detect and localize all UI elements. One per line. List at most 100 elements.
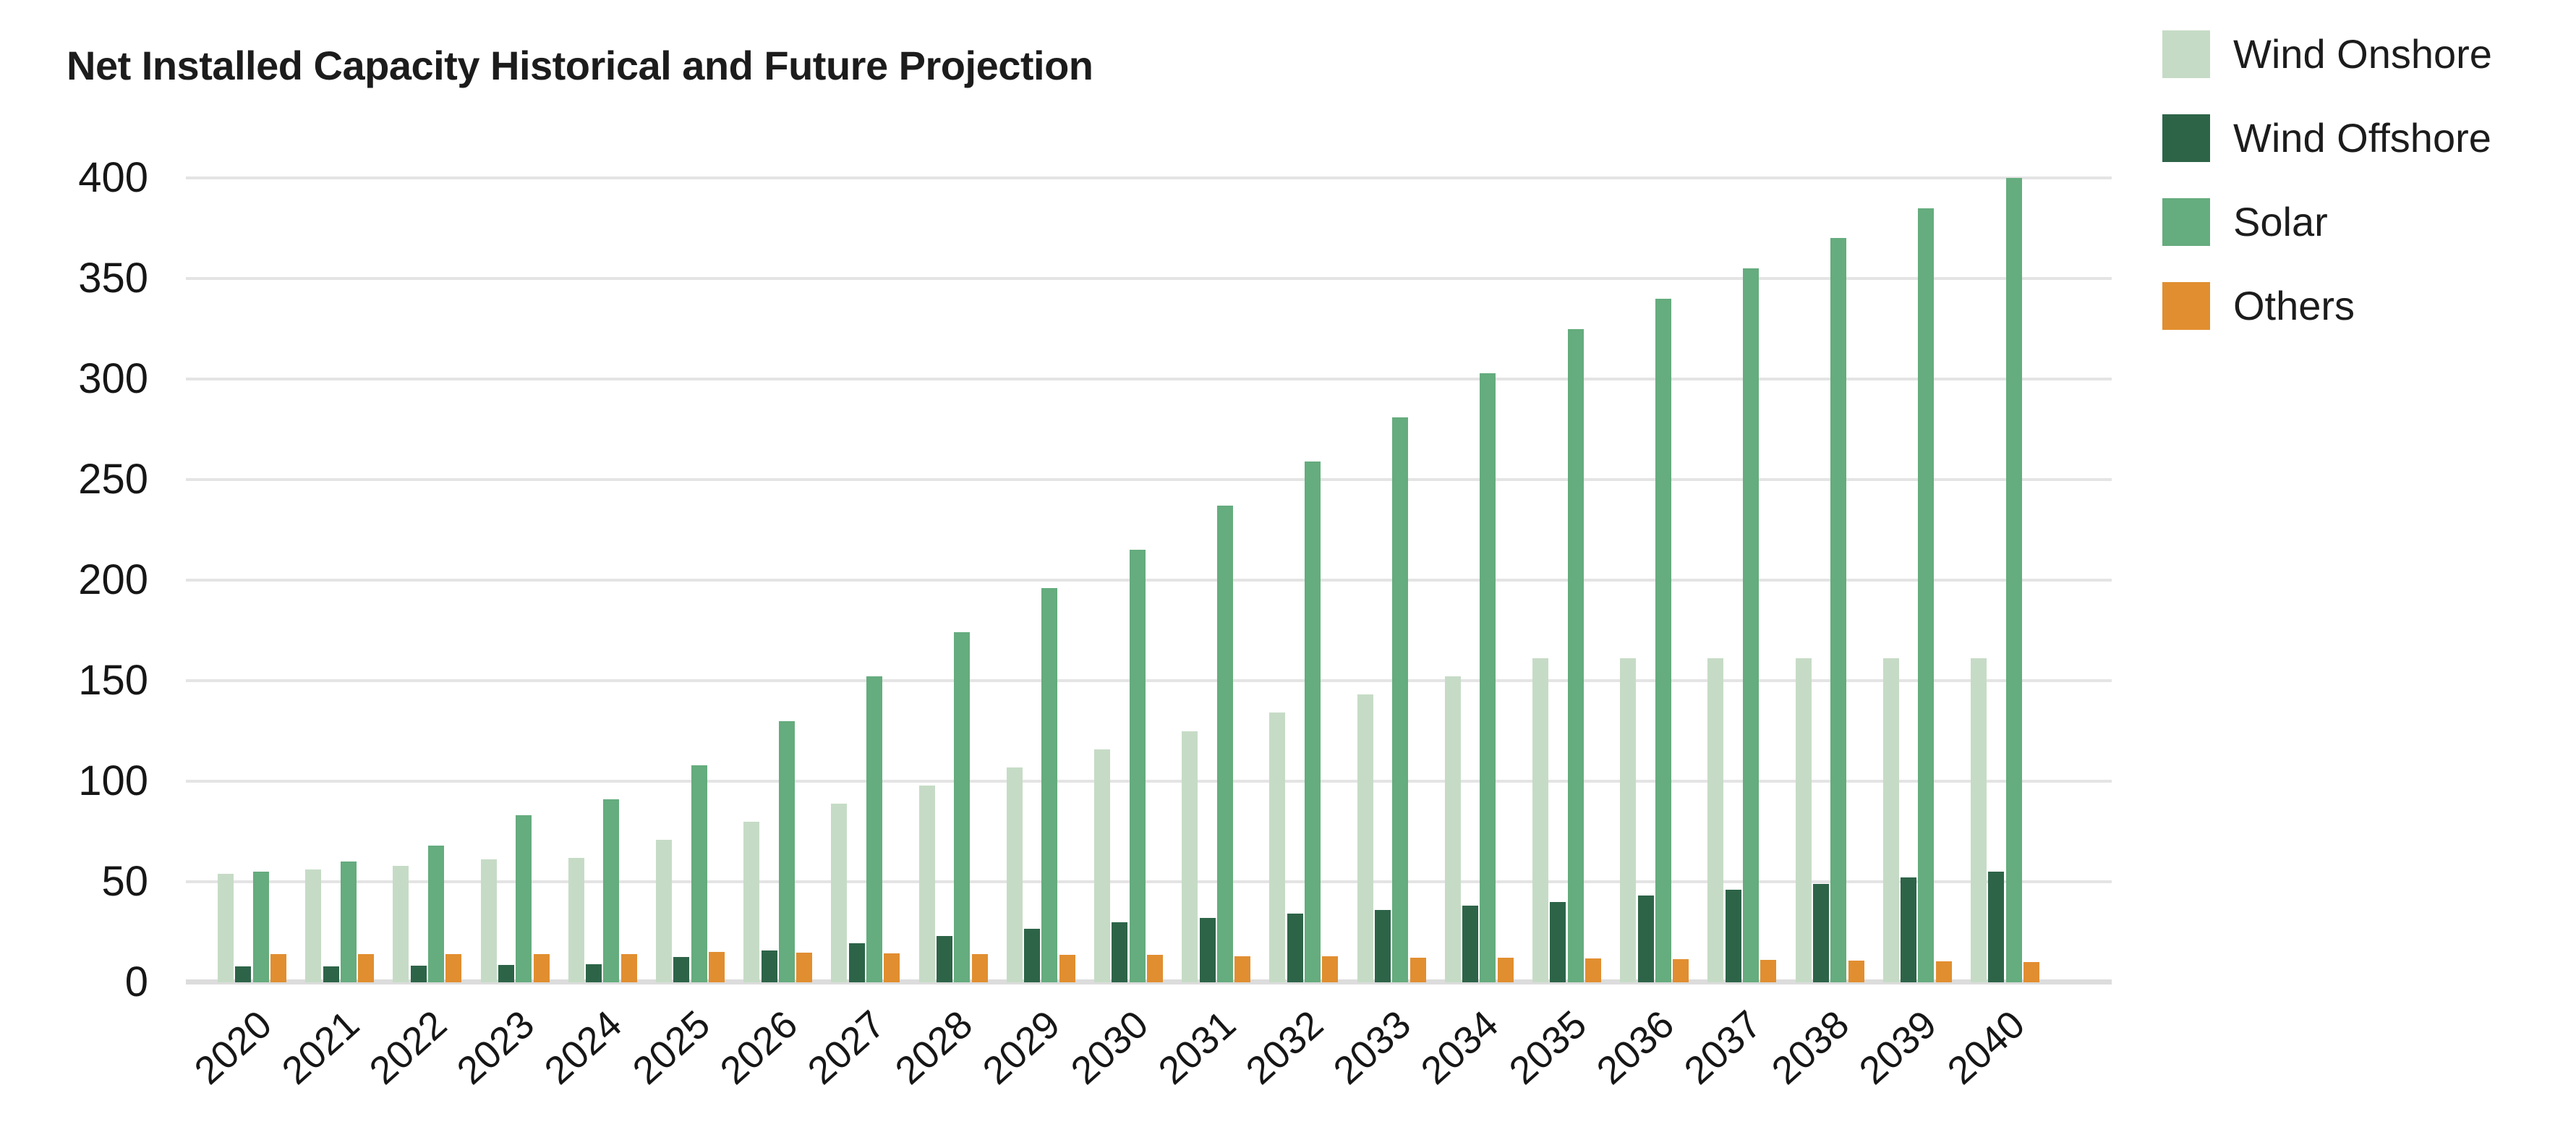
legend: Wind Onshore Wind Offshore Solar Others (2162, 30, 2492, 330)
y-tick-label-200: 200 (78, 556, 148, 603)
bar-group-2020 (218, 178, 286, 982)
gridline-100 (186, 780, 2112, 783)
bar-wind-offshore-2033 (1374, 909, 1391, 982)
legend-label: Solar (2233, 199, 2328, 244)
bar-others-2024 (620, 954, 637, 982)
bar-wind-onshore-2020 (218, 873, 234, 982)
bar-group-2026 (743, 178, 813, 982)
bar-solar-2030 (1129, 550, 1146, 982)
bar-others-2031 (1234, 956, 1251, 982)
bar-solar-2040 (2005, 178, 2022, 982)
bar-wind-onshore-2027 (831, 803, 848, 982)
bar-solar-2039 (1918, 208, 1935, 982)
bar-group-2025 (656, 178, 725, 982)
bar-solar-2036 (1655, 298, 1671, 982)
bar-solar-2033 (1392, 417, 1409, 982)
chart-title: Net Installed Capacity Historical and Fu… (67, 43, 1093, 88)
bar-group-2032 (1269, 178, 1339, 982)
bar-solar-2020 (252, 872, 269, 982)
gridline-200 (186, 579, 2112, 582)
bar-wind-offshore-2040 (1988, 872, 2005, 982)
bar-others-2039 (1935, 961, 1952, 982)
bar-wind-offshore-2037 (1725, 890, 1741, 982)
bar-group-2029 (1006, 178, 1075, 982)
bar-group-2036 (1620, 178, 1689, 982)
bar-others-2027 (884, 953, 900, 982)
legend-item-wind-offshore[interactable]: Wind Offshore (2162, 114, 2492, 162)
y-tick-label-50: 50 (101, 858, 148, 905)
y-tick-label-400: 400 (78, 154, 148, 201)
legend-label: Wind Offshore (2233, 115, 2491, 161)
bar-group-2038 (1795, 178, 1864, 982)
bar-wind-offshore-2034 (1462, 906, 1479, 982)
bar-others-2022 (445, 954, 462, 982)
bar-group-2023 (480, 178, 550, 982)
bar-wind-offshore-2035 (1550, 901, 1566, 982)
legend-item-solar[interactable]: Solar (2162, 198, 2492, 246)
legend-item-wind-onshore[interactable]: Wind Onshore (2162, 30, 2492, 78)
bar-wind-onshore-2038 (1795, 658, 1812, 982)
bar-solar-2026 (778, 720, 795, 982)
bar-solar-2029 (1041, 588, 1058, 982)
gridline-150 (186, 679, 2112, 682)
y-tick-label-350: 350 (78, 255, 148, 302)
bar-wind-offshore-2036 (1637, 896, 1654, 982)
bar-wind-offshore-2029 (1024, 929, 1041, 982)
bar-group-2027 (831, 178, 900, 982)
bar-wind-onshore-2022 (393, 865, 409, 982)
bar-wind-onshore-2028 (918, 785, 935, 982)
bar-group-2037 (1707, 178, 1777, 982)
bar-wind-offshore-2025 (673, 957, 690, 982)
bar-solar-2023 (516, 815, 532, 982)
bar-solar-2038 (1830, 238, 1847, 982)
bar-wind-offshore-2024 (586, 964, 602, 982)
bar-group-2040 (1971, 178, 2039, 982)
plot-area: 2020 2021 2022 2023 2024 2025 2026 2027 2028 2029… (186, 176, 2112, 1093)
bar-others-2029 (1059, 954, 1075, 982)
bar-wind-offshore-2038 (1812, 883, 1829, 982)
y-tick-label-150: 150 (78, 657, 148, 704)
bar-solar-2024 (603, 799, 620, 982)
bar-solar-2028 (954, 632, 971, 982)
bar-wind-onshore-2039 (1882, 658, 1899, 982)
bar-wind-onshore-2036 (1620, 658, 1637, 982)
bar-group-2034 (1444, 178, 1514, 982)
bar-others-2034 (1497, 958, 1514, 982)
bar-solar-2034 (1480, 373, 1496, 982)
bar-others-2035 (1585, 958, 1601, 982)
bar-others-2036 (1673, 959, 1689, 982)
bar-others-2021 (358, 954, 375, 982)
bar-wind-onshore-2026 (743, 821, 760, 982)
bar-wind-offshore-2031 (1199, 918, 1216, 982)
gridline-400 (186, 176, 2112, 179)
bar-others-2038 (1848, 961, 1864, 982)
bar-others-2028 (971, 953, 988, 982)
bar-others-2025 (708, 951, 725, 982)
bar-wind-offshore-2021 (323, 966, 339, 982)
bar-others-2040 (2023, 962, 2039, 982)
bar-wind-offshore-2032 (1287, 914, 1303, 982)
bar-others-2026 (796, 952, 813, 982)
bar-others-2032 (1322, 956, 1339, 982)
bar-group-2024 (568, 178, 637, 982)
bar-solar-2031 (1216, 506, 1233, 982)
bar-wind-onshore-2034 (1444, 676, 1461, 982)
bar-wind-onshore-2023 (480, 859, 497, 982)
bar-solar-2025 (691, 765, 707, 982)
wind-offshore-swatch-icon (2162, 114, 2210, 162)
bar-solar-2027 (866, 676, 883, 982)
bar-wind-onshore-2037 (1707, 658, 1724, 982)
bar-wind-onshore-2030 (1094, 749, 1110, 982)
bar-wind-onshore-2033 (1357, 694, 1373, 982)
gridline-300 (186, 378, 2112, 380)
bar-wind-onshore-2024 (568, 857, 584, 982)
bar-wind-onshore-2025 (656, 839, 672, 982)
bar-wind-offshore-2039 (1901, 877, 1917, 982)
legend-item-others[interactable]: Others (2162, 282, 2492, 330)
legend-label: Others (2233, 283, 2355, 328)
bar-group-2022 (393, 178, 462, 982)
bar-wind-offshore-2030 (1112, 922, 1128, 982)
bar-others-2030 (1146, 955, 1163, 982)
bar-group-2033 (1357, 178, 1426, 982)
